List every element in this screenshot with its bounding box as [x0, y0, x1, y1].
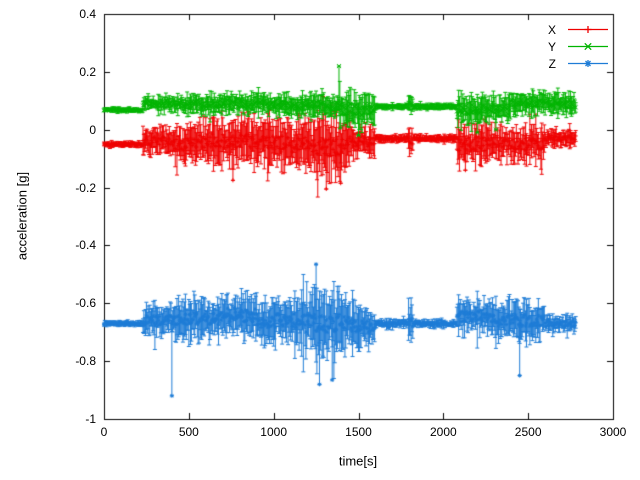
legend-entry-z: Z [548, 56, 610, 71]
x-tick-label: 2500 [514, 425, 542, 439]
y-tick-label: -0.6 [75, 296, 96, 311]
legend-entry-x: X [547, 22, 610, 37]
cross-marker-icon [566, 40, 610, 53]
x-tick-label: 1000 [260, 425, 288, 439]
y-tick-label: -1 [85, 412, 96, 426]
y-tick-label: -0.8 [75, 354, 96, 369]
legend: X Y Z [547, 22, 610, 71]
asterisk-marker-icon [566, 57, 610, 70]
y-tick-label: 0.2 [79, 64, 96, 79]
x-tick-label: 500 [178, 425, 199, 439]
y-tick-label: 0.4 [79, 7, 96, 21]
legend-label-x: X [547, 22, 556, 37]
y-tick-label: 0 [89, 122, 96, 137]
x-tick-label: 0 [100, 425, 108, 439]
x-axis-label: time[s] [338, 453, 378, 469]
legend-label-z: Z [548, 56, 556, 71]
y-tick-label: -0.4 [75, 238, 96, 253]
x-tick-label: 2000 [429, 425, 457, 439]
legend-label-y: Y [547, 39, 556, 54]
x-tick-label: 3000 [599, 425, 627, 439]
x-tick-label: 1500 [345, 425, 372, 439]
plus-marker-icon [566, 23, 610, 36]
legend-entry-y: Y [547, 39, 610, 54]
y-tick-label: -0.2 [75, 180, 96, 195]
